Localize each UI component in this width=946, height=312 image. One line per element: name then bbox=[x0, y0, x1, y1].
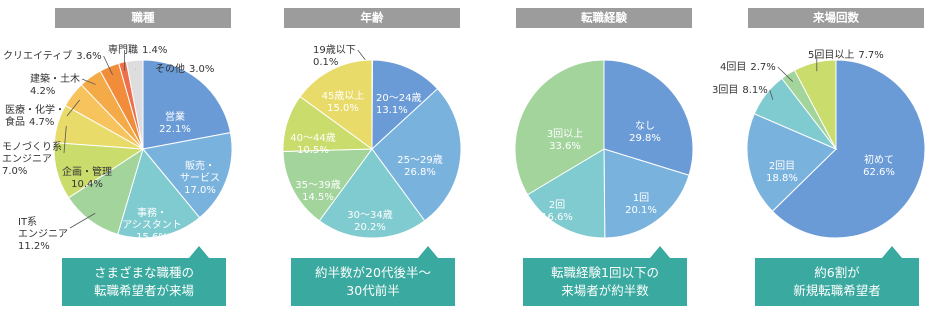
pie-slice bbox=[514, 59, 605, 196]
slice-label: 4回目 bbox=[720, 61, 746, 73]
callout-arrow bbox=[650, 246, 670, 258]
pie-slice bbox=[526, 148, 606, 239]
value-label: 62.6% bbox=[863, 167, 895, 178]
value-label: 29.8% bbox=[629, 133, 661, 144]
chart-title: 来場回数 bbox=[812, 11, 859, 25]
leader-line bbox=[103, 55, 113, 76]
slice-label: 事務・アシスタント bbox=[122, 206, 182, 231]
pie-slice bbox=[371, 59, 439, 151]
value-label: 14.5% bbox=[302, 192, 334, 203]
callout-arrow bbox=[882, 246, 902, 258]
value-label: 4.7% bbox=[29, 117, 54, 128]
value-label: 20.1% bbox=[625, 205, 657, 216]
title-bar bbox=[284, 8, 460, 28]
slice-label: 3回目 bbox=[712, 84, 738, 96]
slice-label: モノづくり系エンジニア bbox=[2, 141, 62, 165]
value-label: 4.2% bbox=[30, 86, 55, 97]
slice-label: 5回目以上 bbox=[808, 49, 854, 61]
value-label: 2.7% bbox=[750, 62, 775, 73]
pie-slice bbox=[142, 132, 233, 219]
value-label: 11.2% bbox=[18, 241, 50, 252]
slice-label: 1回 bbox=[633, 192, 649, 204]
leader-line bbox=[769, 89, 774, 100]
callout-box bbox=[62, 258, 226, 306]
slice-label: 企画・管理 bbox=[62, 165, 112, 178]
slice-label: 専門職 bbox=[108, 44, 138, 56]
callout-text: 転職経験1回以下の来場者が約半数 bbox=[551, 265, 659, 298]
value-label: 13.1% bbox=[376, 105, 408, 116]
slice-label: 2回 bbox=[549, 199, 565, 211]
title-bar bbox=[748, 8, 924, 28]
slice-label: 販売・サービス bbox=[180, 159, 220, 184]
chart-title: 転職経験 bbox=[581, 11, 627, 25]
pie-slice bbox=[299, 59, 373, 150]
pie-slice bbox=[793, 59, 837, 150]
leader-line bbox=[777, 66, 794, 82]
pie-slice bbox=[282, 148, 374, 222]
value-label: 8.1% bbox=[742, 85, 767, 96]
pie-slice bbox=[603, 148, 690, 239]
title-bar bbox=[516, 8, 692, 28]
value-label: 10.4% bbox=[71, 179, 103, 190]
slice-label: 営業 bbox=[165, 110, 185, 123]
chart-title: 職種 bbox=[132, 11, 155, 25]
pie-slice bbox=[603, 59, 694, 176]
value-label: 26.8% bbox=[404, 167, 436, 178]
value-label: 22.1% bbox=[159, 124, 191, 135]
value-label: 3.0% bbox=[189, 64, 214, 75]
pie-slice bbox=[318, 148, 426, 239]
value-label: 3.6% bbox=[76, 51, 101, 62]
slice-label: 19歳以下 bbox=[313, 44, 356, 56]
callout-arrow bbox=[189, 246, 209, 258]
leader-line bbox=[69, 212, 96, 229]
pie-slice bbox=[371, 88, 462, 222]
pie-slice bbox=[117, 147, 201, 239]
callout-text: 約6割が新規転職希望者 bbox=[793, 265, 881, 298]
slice-label: 40～44歳 bbox=[290, 132, 335, 144]
value-label: 0.1% bbox=[313, 57, 338, 68]
value-label: 18.8% bbox=[766, 173, 798, 184]
value-label: 10.5% bbox=[297, 145, 329, 156]
slice-label: 初めて bbox=[864, 153, 894, 166]
value-label: 17.0% bbox=[184, 185, 216, 196]
slice-label: 20～24歳 bbox=[376, 92, 421, 104]
leader-line bbox=[63, 125, 67, 154]
leader-line bbox=[66, 99, 80, 117]
callout-text: さまざまな職種の転職希望者が来場 bbox=[94, 265, 194, 298]
value-label: 7.0% bbox=[2, 166, 27, 177]
value-label: 15.0% bbox=[327, 103, 359, 114]
callout-box bbox=[523, 258, 687, 306]
callout-text: 約半数が20代後半～ 30代前半 bbox=[315, 265, 431, 298]
value-label: 20.2% bbox=[354, 222, 386, 233]
slice-label: 45歳以上 bbox=[322, 90, 365, 102]
value-label: 15.6% bbox=[136, 232, 168, 243]
title-bar bbox=[55, 8, 231, 28]
slice-label: 25～29歳 bbox=[397, 154, 442, 166]
slice-label: クリエイティブ bbox=[3, 49, 72, 62]
slice-label: 30～34歳 bbox=[347, 209, 392, 221]
pie-slice bbox=[746, 113, 837, 212]
slice-label: なし bbox=[635, 120, 655, 132]
slice-label: その他 bbox=[155, 62, 185, 75]
pie-slice bbox=[142, 59, 232, 150]
slice-label: 医療・化学・食品 bbox=[5, 103, 65, 128]
value-label: 7.7% bbox=[858, 50, 883, 61]
value-label: 33.6% bbox=[549, 141, 581, 152]
slice-label: 2回目 bbox=[769, 160, 795, 172]
callout-arrow bbox=[418, 246, 438, 258]
value-label: 1.4% bbox=[142, 45, 167, 56]
leader-line bbox=[81, 78, 96, 85]
pie-slice bbox=[771, 59, 926, 239]
callout-box bbox=[291, 258, 455, 306]
slice-label: IT系エンジニア bbox=[18, 216, 68, 240]
value-label: 16.6% bbox=[541, 212, 573, 223]
slice-label: 建築・土木 bbox=[30, 72, 80, 85]
chart-title: 年齢 bbox=[361, 11, 384, 25]
callout-box bbox=[755, 258, 919, 306]
slice-label: 3回以上 bbox=[547, 128, 583, 140]
slice-label: 35～39歳 bbox=[295, 179, 340, 191]
pie-slice bbox=[125, 59, 144, 150]
